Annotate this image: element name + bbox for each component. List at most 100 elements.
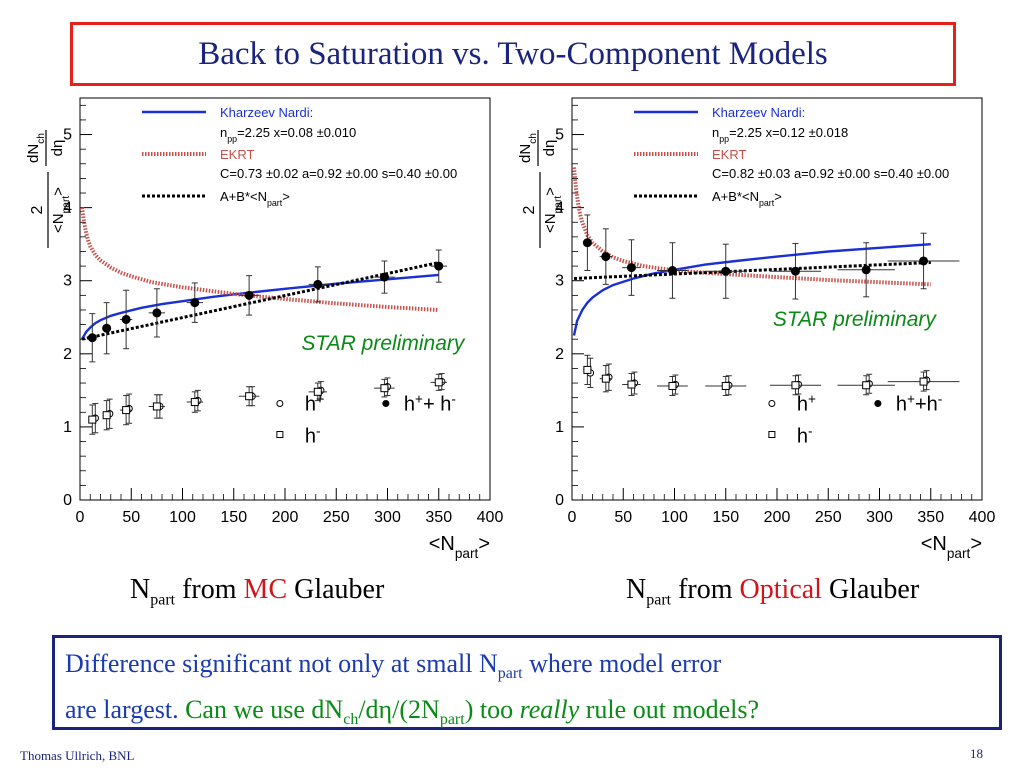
legend-fit-label: A+B*<Npart> xyxy=(220,189,290,208)
x-tick-label: 250 xyxy=(323,509,350,526)
note-question: Can we use dNch/dη/(2Npart) too really r… xyxy=(185,695,759,724)
y-tick-label-part: 1 xyxy=(63,419,72,436)
caption-left-from: from xyxy=(175,574,243,605)
y-tick-label-part: 2 xyxy=(555,346,564,363)
y-label-den-part: part xyxy=(553,196,564,214)
y-label-num: 2 xyxy=(29,205,46,214)
x-tick-label-part: 250 xyxy=(323,509,350,526)
y-label-rnum-part: ch xyxy=(36,133,47,144)
x-tick-label: 250 xyxy=(815,509,842,526)
point-hminus xyxy=(153,403,160,410)
y-label-rden: dη xyxy=(541,140,558,157)
x-tick-label-part: 300 xyxy=(374,509,401,526)
caption-left-rest: Glauber xyxy=(287,574,384,605)
legend-kn-label-part: Kharzeev Nardi: xyxy=(220,105,313,120)
point-hminus xyxy=(602,375,609,382)
point-hsum xyxy=(102,324,111,333)
point-hsum xyxy=(88,333,97,342)
legend-hminus-label-part: h xyxy=(797,426,808,448)
y-tick-label-part: 1 xyxy=(555,419,564,436)
legend-hplus-marker xyxy=(769,401,775,407)
y-tick-label: 2 xyxy=(63,346,72,363)
point-hminus xyxy=(191,399,198,406)
y-tick-label: 1 xyxy=(555,419,564,436)
y-label-num-part: 2 xyxy=(521,205,538,214)
y-label-rnum-part: dN xyxy=(25,144,42,163)
y-label-den: <Npart> xyxy=(50,187,72,233)
point-hsum xyxy=(313,280,322,289)
y-tick-label-part: 0 xyxy=(555,492,564,509)
x-axis-label-part: > xyxy=(478,533,490,555)
legend-kn-params-part: n xyxy=(712,125,719,140)
y-tick-label: 2 xyxy=(555,346,564,363)
x-tick-label-part: 200 xyxy=(272,509,299,526)
caption-right-from: from xyxy=(671,574,739,605)
legend-fit-label-part: part xyxy=(759,198,775,208)
legend-hminus-label: h- xyxy=(797,423,813,448)
y-label-rnum-part: ch xyxy=(528,133,539,144)
note-line-1: Difference significant not only at small… xyxy=(65,646,989,692)
x-tick-label-part: 400 xyxy=(477,509,504,526)
point-hsum xyxy=(434,262,443,271)
x-tick-label-part: 50 xyxy=(122,509,140,526)
legend-ekrt-label-part: EKRT xyxy=(712,147,746,162)
x-axis-label-part: part xyxy=(455,546,479,561)
legend-hminus-label-part: - xyxy=(316,423,321,438)
x-tick-label-part: 0 xyxy=(76,509,85,526)
legend-ekrt-label: EKRT xyxy=(712,147,746,162)
x-tick-label-part: 50 xyxy=(614,509,632,526)
legend-hminus-marker xyxy=(769,432,775,438)
star-preliminary-label-part: STAR preliminary xyxy=(301,332,465,355)
legend-fit-label: A+B*<Npart> xyxy=(712,189,782,208)
y-tick-label-part: 3 xyxy=(63,273,72,290)
point-hminus xyxy=(89,416,96,423)
y-label-rden-part: dη xyxy=(49,140,66,157)
y-label-den-part: <N xyxy=(50,213,67,233)
x-axis-label-part: <N xyxy=(921,533,947,555)
x-tick-label-part: 350 xyxy=(425,509,452,526)
chart-left: 0 50 100 150 200 250 300 350 400012345<Npart>2<N… xyxy=(20,90,510,570)
y-tick-label-part: 3 xyxy=(555,273,564,290)
legend-hsum-label-part: h xyxy=(896,394,907,416)
x-tick-label: 100 xyxy=(661,509,688,526)
x-tick-label-part: 150 xyxy=(220,509,247,526)
x-tick-label-part: 300 xyxy=(866,509,893,526)
legend-ekrt-params-part: C=0.82 ±0.03 a=0.92 ±0.00 s=0.40 ±0.00 xyxy=(712,166,949,181)
legend-kn-label: Kharzeev Nardi: xyxy=(712,105,805,120)
point-hsum xyxy=(601,252,610,261)
page-number: 18 xyxy=(970,746,983,762)
point-hsum xyxy=(583,238,592,247)
point-hminus xyxy=(792,382,799,389)
note-l2g4: rule out models? xyxy=(579,695,759,724)
y-tick-label: 0 xyxy=(63,492,72,509)
x-tick-label: 0 xyxy=(76,509,85,526)
y-tick-label: 0 xyxy=(555,492,564,509)
note-l1a: Difference significant not only at small… xyxy=(65,649,498,678)
slide-title-box: Back to Saturation vs. Two-Component Mod… xyxy=(70,22,956,86)
y-label-den-part: part xyxy=(61,196,72,214)
x-axis-label-part: <N xyxy=(429,533,455,555)
x-tick-label: 200 xyxy=(764,509,791,526)
y-label-den: <Npart> xyxy=(542,187,564,233)
legend-fit-label-part: part xyxy=(267,198,283,208)
point-hminus xyxy=(246,393,253,400)
star-preliminary-label: STAR preliminary xyxy=(773,308,937,331)
y-tick-label: 3 xyxy=(555,273,564,290)
legend-hsum-label-part: h xyxy=(404,394,415,416)
x-tick-label-part: 250 xyxy=(815,509,842,526)
legend-hminus-label: h- xyxy=(305,423,321,448)
point-hsum xyxy=(152,308,161,317)
x-tick-label: 300 xyxy=(866,509,893,526)
point-hminus xyxy=(435,379,442,386)
caption-right-sub: part xyxy=(646,592,671,609)
x-tick-label: 100 xyxy=(169,509,196,526)
y-label-rden-part: dη xyxy=(541,140,558,157)
legend-ekrt-params: C=0.73 ±0.02 a=0.92 ±0.00 s=0.40 ±0.00 xyxy=(220,166,457,181)
note-l2g3: ) too xyxy=(465,695,520,724)
legend-ekrt-params-part: C=0.73 ±0.02 a=0.92 ±0.00 s=0.40 ±0.00 xyxy=(220,166,457,181)
x-tick-label-part: 100 xyxy=(169,509,196,526)
legend-kn-params-part: pp xyxy=(719,134,729,144)
legend-kn-label: Kharzeev Nardi: xyxy=(220,105,313,120)
point-hminus xyxy=(863,382,870,389)
caption-left-sub: part xyxy=(150,592,175,609)
